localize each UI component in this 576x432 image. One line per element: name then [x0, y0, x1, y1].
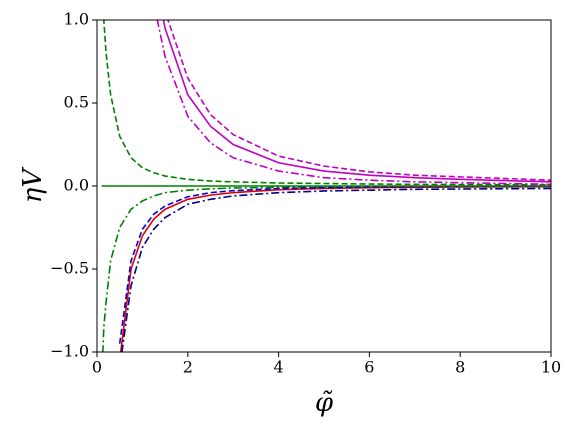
series-line — [121, 187, 551, 352]
series-line — [118, 185, 551, 344]
x-tick-label: 10 — [541, 358, 561, 377]
y-tick-label: −1.0 — [50, 342, 89, 361]
x-tick-label: 0 — [92, 358, 102, 377]
series-line — [103, 20, 551, 186]
x-tick-label: 4 — [274, 358, 284, 377]
series-line — [119, 185, 551, 352]
series-line — [162, 20, 551, 183]
x-tick-label: 6 — [364, 358, 374, 377]
y-axis-label: ηV — [18, 167, 48, 204]
series-line — [167, 20, 551, 181]
x-tick-label: 2 — [183, 358, 193, 377]
y-tick-label: 0.5 — [64, 93, 89, 112]
x-axis-label: φ̃ — [315, 388, 334, 418]
y-tick-label: 1.0 — [64, 10, 89, 29]
y-tick-label: −0.5 — [50, 259, 89, 278]
series-line — [102, 185, 551, 352]
series-line — [156, 20, 551, 186]
x-tick-label: 8 — [455, 358, 465, 377]
y-tick-label: 0.0 — [64, 176, 89, 195]
plot-area — [101, 20, 551, 352]
